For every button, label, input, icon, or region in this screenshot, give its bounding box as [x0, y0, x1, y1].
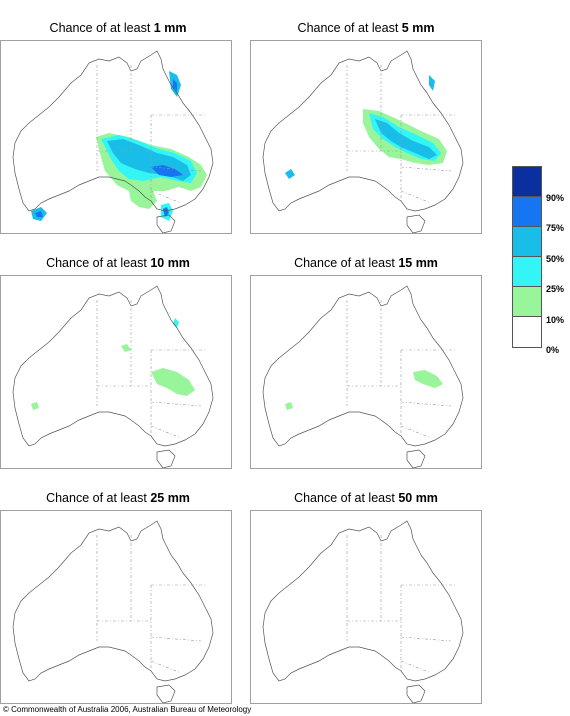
australia-outline: [12, 520, 214, 703]
map-10mm: [0, 275, 232, 469]
legend-swatch-25: [513, 257, 541, 287]
australia-outline: [12, 285, 214, 468]
legend-swatch-0: [513, 317, 541, 347]
tasmania-coastline: [156, 684, 176, 703]
legend-swatch-90: [513, 167, 541, 197]
state-border: [150, 660, 182, 674]
state-border: [400, 190, 432, 204]
map-25mm: [0, 510, 232, 704]
coastline: [12, 50, 214, 212]
map-5mm: [250, 40, 482, 234]
panel-title-1mm: Chance of at least 1 mm: [49, 21, 187, 35]
legend-label-75: 75%: [546, 223, 565, 233]
coastline: [12, 520, 214, 682]
coastline: [262, 50, 464, 212]
australia-outline: [262, 520, 464, 703]
state-border: [150, 425, 182, 439]
australia-outline: [12, 50, 214, 233]
state-border: [150, 166, 202, 172]
legend-swatch-10: [513, 287, 541, 317]
coastline: [12, 285, 214, 447]
tasmania-coastline: [406, 214, 426, 233]
coastline: [262, 285, 464, 447]
probability-legend: [512, 166, 542, 348]
coastline: [262, 520, 464, 682]
state-border: [150, 401, 202, 407]
map-1mm: [0, 40, 232, 234]
state-border: [400, 425, 432, 439]
panel-title-25mm: Chance of at least 25 mm: [46, 491, 190, 505]
copyright-notice: © Commonwealth of Australia 2006, Austra…: [3, 705, 252, 714]
state-border: [400, 660, 432, 674]
tasmania-coastline: [406, 449, 426, 468]
state-border: [150, 636, 202, 642]
map-15mm: [250, 275, 482, 469]
panel-title-10mm: Chance of at least 10 mm: [46, 256, 190, 270]
state-border: [400, 636, 452, 642]
legend-label-90: 90%: [546, 193, 565, 203]
legend-label-50: 50%: [546, 254, 565, 264]
map-50mm: [250, 510, 482, 704]
legend-label-0: 0%: [546, 345, 560, 355]
panel-title-5mm: Chance of at least 5 mm: [297, 21, 435, 35]
state-border: [400, 401, 452, 407]
state-border: [150, 190, 182, 204]
panel-title-50mm: Chance of at least 50 mm: [294, 491, 438, 505]
legend-label-10: 10%: [546, 315, 565, 325]
australia-outline: [262, 50, 464, 233]
tasmania-coastline: [156, 214, 176, 233]
tasmania-coastline: [406, 684, 426, 703]
legend-swatch-50: [513, 227, 541, 257]
state-border: [400, 166, 452, 172]
tasmania-coastline: [156, 449, 176, 468]
legend-swatch-75: [513, 197, 541, 227]
panel-title-15mm: Chance of at least 15 mm: [294, 256, 438, 270]
legend-label-25: 25%: [546, 284, 565, 294]
australia-outline: [262, 285, 464, 468]
